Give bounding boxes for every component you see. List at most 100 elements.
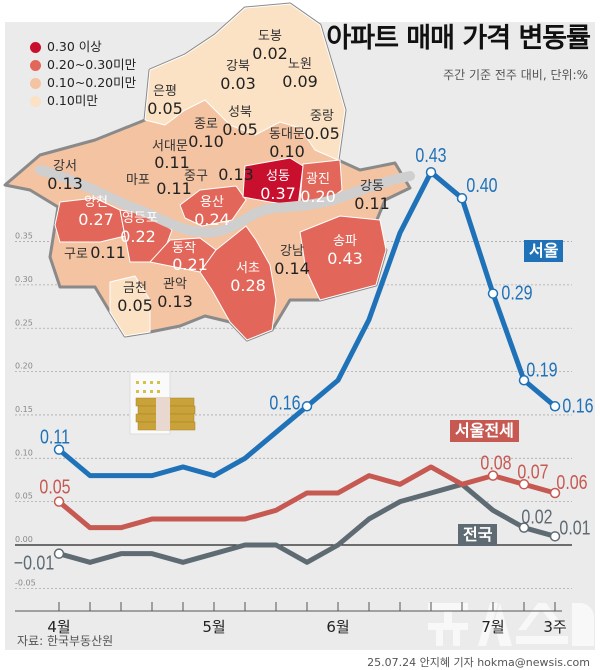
- district-name: 서대문: [152, 139, 188, 154]
- map-district-강남: 강남0.14: [274, 244, 310, 278]
- district-value: 0.05: [304, 124, 340, 143]
- seoul-map: 도봉0.02노원0.09강북0.03은평0.05종로0.10성북0.05중랑0.…: [3, 2, 415, 342]
- legend-swatch: [30, 95, 41, 107]
- map-district-강서: 강서0.13: [47, 159, 83, 193]
- data-point: [456, 192, 468, 204]
- district-name: 마포: [126, 173, 150, 188]
- map-district-중구: 중구 0.13: [184, 165, 254, 184]
- data-label: 0.43: [415, 145, 446, 167]
- data-point: [53, 444, 65, 455]
- data-point: [301, 401, 313, 412]
- data-point: [53, 548, 65, 559]
- district-name: 송파: [333, 234, 357, 249]
- district-name: 강남: [280, 244, 304, 259]
- district-value: 0.05: [117, 296, 153, 315]
- district-value: 0.43: [327, 249, 363, 268]
- y-tick-label: 0.20: [15, 362, 33, 371]
- map-district-강동: 강동0.11: [354, 179, 390, 213]
- district-name: 금천: [123, 281, 147, 296]
- data-point: [53, 496, 65, 507]
- map-district-성북: 성북0.05: [222, 105, 258, 139]
- series-tag-seoul-jeonse: 서울전세: [450, 420, 519, 442]
- x-tick-label: 4월: [47, 618, 70, 636]
- data-label: 0.06: [556, 471, 587, 493]
- page-subtitle: 주간 기준 전주 대비, 단위:%: [443, 68, 588, 82]
- district-name: 강동: [360, 179, 384, 194]
- district-name: 성북: [228, 105, 252, 120]
- legend-label: 0.10미만: [47, 93, 98, 108]
- legend-item: 0.30 이상: [30, 38, 136, 56]
- legend-swatch: [30, 59, 41, 71]
- district-name: 서초: [236, 261, 260, 276]
- building-coins-icon: [129, 371, 196, 435]
- data-label: 0.08: [480, 452, 511, 474]
- data-label: 0.40: [466, 175, 497, 197]
- district-name: 구로: [64, 247, 88, 262]
- district-value: 0.03: [220, 74, 256, 93]
- map-district-마포: 마포 0.11: [126, 173, 192, 198]
- legend-label: 0.30 이상: [47, 39, 102, 54]
- legend-item: 0.10미만: [30, 92, 136, 110]
- y-tick-label: 0.35: [15, 232, 33, 241]
- data-label: 0.19: [526, 359, 557, 381]
- y-tick-label: 0.00: [15, 535, 33, 544]
- y-tick-label: -0.05: [15, 578, 36, 587]
- district-value: 0.11: [156, 179, 192, 198]
- map-district-양천: 양천0.27: [78, 195, 114, 229]
- source-note: 자료: 한국부동산원: [17, 634, 114, 648]
- data-point: [518, 375, 530, 386]
- district-value: 0.10: [188, 132, 224, 151]
- map-legend: 0.30 이상 0.20~0.30미만 0.10~0.20미만 0.10미만: [30, 38, 136, 110]
- data-label: 0.05: [39, 476, 70, 498]
- credit-line: 25.07.24 안지혜 기자 hokma@newsis.com: [367, 656, 590, 669]
- district-name: 은평: [153, 84, 177, 99]
- data-label: 0.11: [40, 426, 70, 448]
- y-tick-label: 0.10: [15, 448, 33, 457]
- district-value: 0.24: [194, 210, 230, 229]
- page-title: 아파트 매매 가격 변동률: [326, 23, 591, 54]
- legend-item: 0.10~0.20미만: [30, 74, 136, 92]
- district-name: 강북: [226, 59, 250, 74]
- district-name: 종로: [194, 117, 218, 132]
- x-tick-label: 5월: [202, 618, 225, 636]
- map-district-광진: 광진0.20: [300, 172, 336, 206]
- district-name: 중구: [184, 169, 208, 184]
- y-tick-label: 0.30: [15, 275, 33, 284]
- legend-swatch: [30, 77, 41, 89]
- map-han-river: [35, 165, 415, 238]
- series-line: [57, 464, 556, 531]
- data-label: 0.16: [562, 395, 593, 417]
- x-tick-label: 6월: [326, 618, 349, 636]
- map-songpa: [299, 215, 387, 301]
- data-point: [549, 401, 561, 412]
- data-point: [518, 522, 530, 533]
- newsis-logo: [428, 603, 594, 646]
- district-value: 0.22: [120, 227, 156, 246]
- district-name: 양천: [84, 195, 108, 210]
- district-value: 0.11: [354, 194, 390, 213]
- x-tick-label: 7월: [481, 618, 504, 636]
- series-2: −0.01 0.02 0.01: [14, 481, 591, 574]
- x-tick-label: 3주: [543, 618, 566, 636]
- district-name: 관악: [163, 277, 187, 292]
- map-district-용산: 용산0.24: [194, 195, 230, 229]
- district-value: 0.37: [260, 184, 296, 203]
- data-point: [518, 479, 530, 490]
- district-value: 0.09: [282, 72, 318, 91]
- district-name: 광진: [306, 172, 330, 187]
- district-value: 0.14: [274, 259, 310, 278]
- series-0: 0.110.160.430.400.290.190.16: [40, 145, 594, 479]
- data-label: 0.29: [501, 282, 532, 304]
- district-value: 0.21: [172, 255, 208, 274]
- district-name: 용산: [200, 195, 224, 210]
- data-label: 0.07: [517, 461, 548, 483]
- series-tag-national: 전국: [458, 524, 498, 546]
- district-name: 도봉: [258, 29, 282, 44]
- map-district-금천: 금천0.05: [117, 281, 153, 315]
- legend-swatch: [30, 41, 41, 53]
- district-value: 0.11: [90, 243, 126, 262]
